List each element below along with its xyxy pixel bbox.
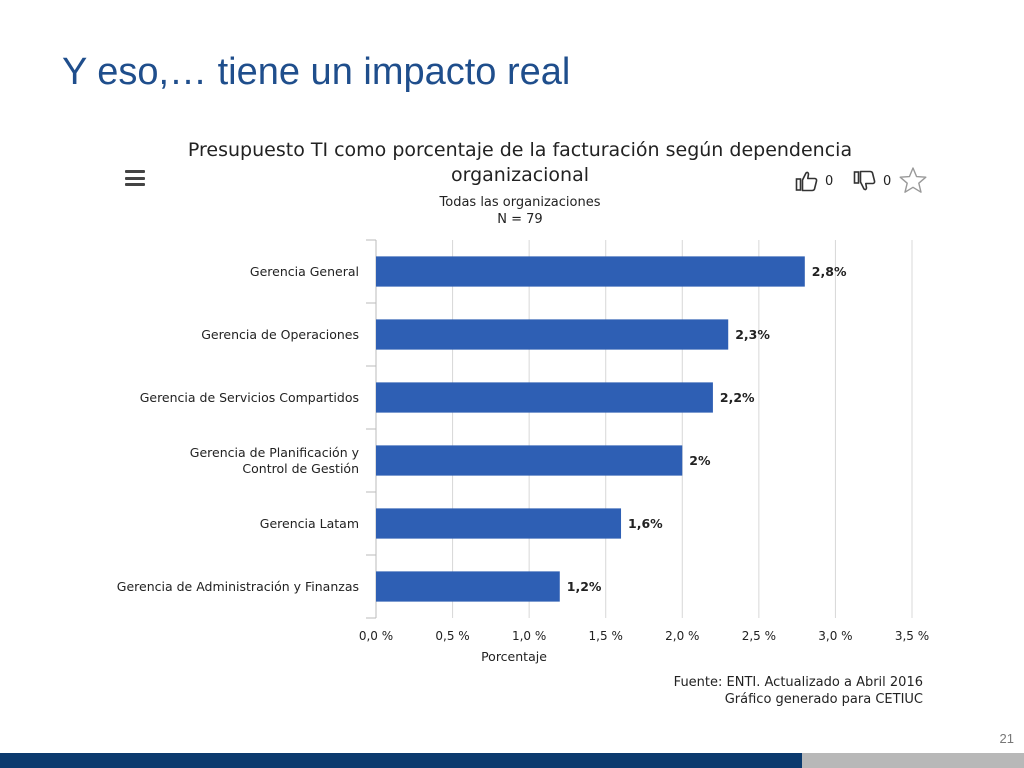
x-tick-label-4: 2,0 % xyxy=(665,629,699,643)
source-line-1: Fuente: ENTI. Actualizado a Abril 2016 xyxy=(673,675,923,690)
x-tick-label-6: 3,0 % xyxy=(818,629,852,643)
data-label-3: 2% xyxy=(689,453,711,468)
data-label-0: 2,8% xyxy=(812,264,847,279)
bar-1 xyxy=(376,319,729,350)
category-label-4: Gerencia Latam xyxy=(260,516,359,531)
slide-title: Y eso,… tiene un impacto real xyxy=(62,51,571,93)
data-label-1: 2,3% xyxy=(735,327,770,342)
data-label-2: 2,2% xyxy=(720,390,755,405)
menu-icon[interactable] xyxy=(125,170,145,186)
thumbs-up-icon xyxy=(795,171,818,192)
like-button[interactable]: 0 xyxy=(795,170,833,192)
category-label-3-1: Control de Gestión xyxy=(242,461,359,476)
chart-subtitle-line-2: N = 79 xyxy=(497,212,543,227)
x-tick-label-3: 1,5 % xyxy=(589,629,623,643)
x-tick-label-7: 3,5 % xyxy=(895,629,929,643)
page-number: 21 xyxy=(999,731,1014,746)
category-label-0: Gerencia General xyxy=(250,264,359,279)
chart-source: Fuente: ENTI. Actualizado a Abril 2016 G… xyxy=(674,674,923,708)
bar-5 xyxy=(376,571,560,602)
category-label-3-0: Gerencia de Planificación y xyxy=(190,445,360,460)
dislike-count: 0 xyxy=(883,173,892,189)
chart-title: Presupuesto TI como porcentaje de la fac… xyxy=(120,138,920,188)
dislike-button[interactable]: 0 xyxy=(853,170,891,192)
like-count: 0 xyxy=(825,173,834,189)
footer-bar-blue xyxy=(0,753,802,768)
data-label-5: 1,2% xyxy=(567,579,602,594)
chart-title-line-2: organizacional xyxy=(450,164,590,186)
bar-4 xyxy=(376,508,622,539)
bar-3 xyxy=(376,445,683,476)
category-label-5: Gerencia de Administración y Finanzas xyxy=(117,579,359,594)
chart-title-line-1: Presupuesto TI como porcentaje de la fac… xyxy=(187,139,853,161)
x-tick-label-5: 2,5 % xyxy=(742,629,776,643)
star-icon[interactable] xyxy=(898,166,928,194)
bar-0 xyxy=(376,256,805,287)
x-tick-label-1: 0,5 % xyxy=(435,629,469,643)
chart-subtitle: Todas las organizaciones N = 79 xyxy=(120,194,920,228)
x-axis-title: Porcentaje xyxy=(481,649,547,664)
chart-subtitle-line-1: Todas las organizaciones xyxy=(439,195,601,210)
category-label-2: Gerencia de Servicios Compartidos xyxy=(140,390,359,405)
x-tick-label-2: 1,0 % xyxy=(512,629,546,643)
bar-2 xyxy=(376,382,713,413)
x-tick-label-0: 0,0 % xyxy=(359,629,393,643)
footer-bar-gray xyxy=(802,753,1024,768)
source-line-2: Gráfico generado para CETIUC xyxy=(724,692,923,707)
category-label-1: Gerencia de Operaciones xyxy=(201,327,359,342)
data-label-4: 1,6% xyxy=(628,516,663,531)
thumbs-down-icon xyxy=(853,170,876,191)
